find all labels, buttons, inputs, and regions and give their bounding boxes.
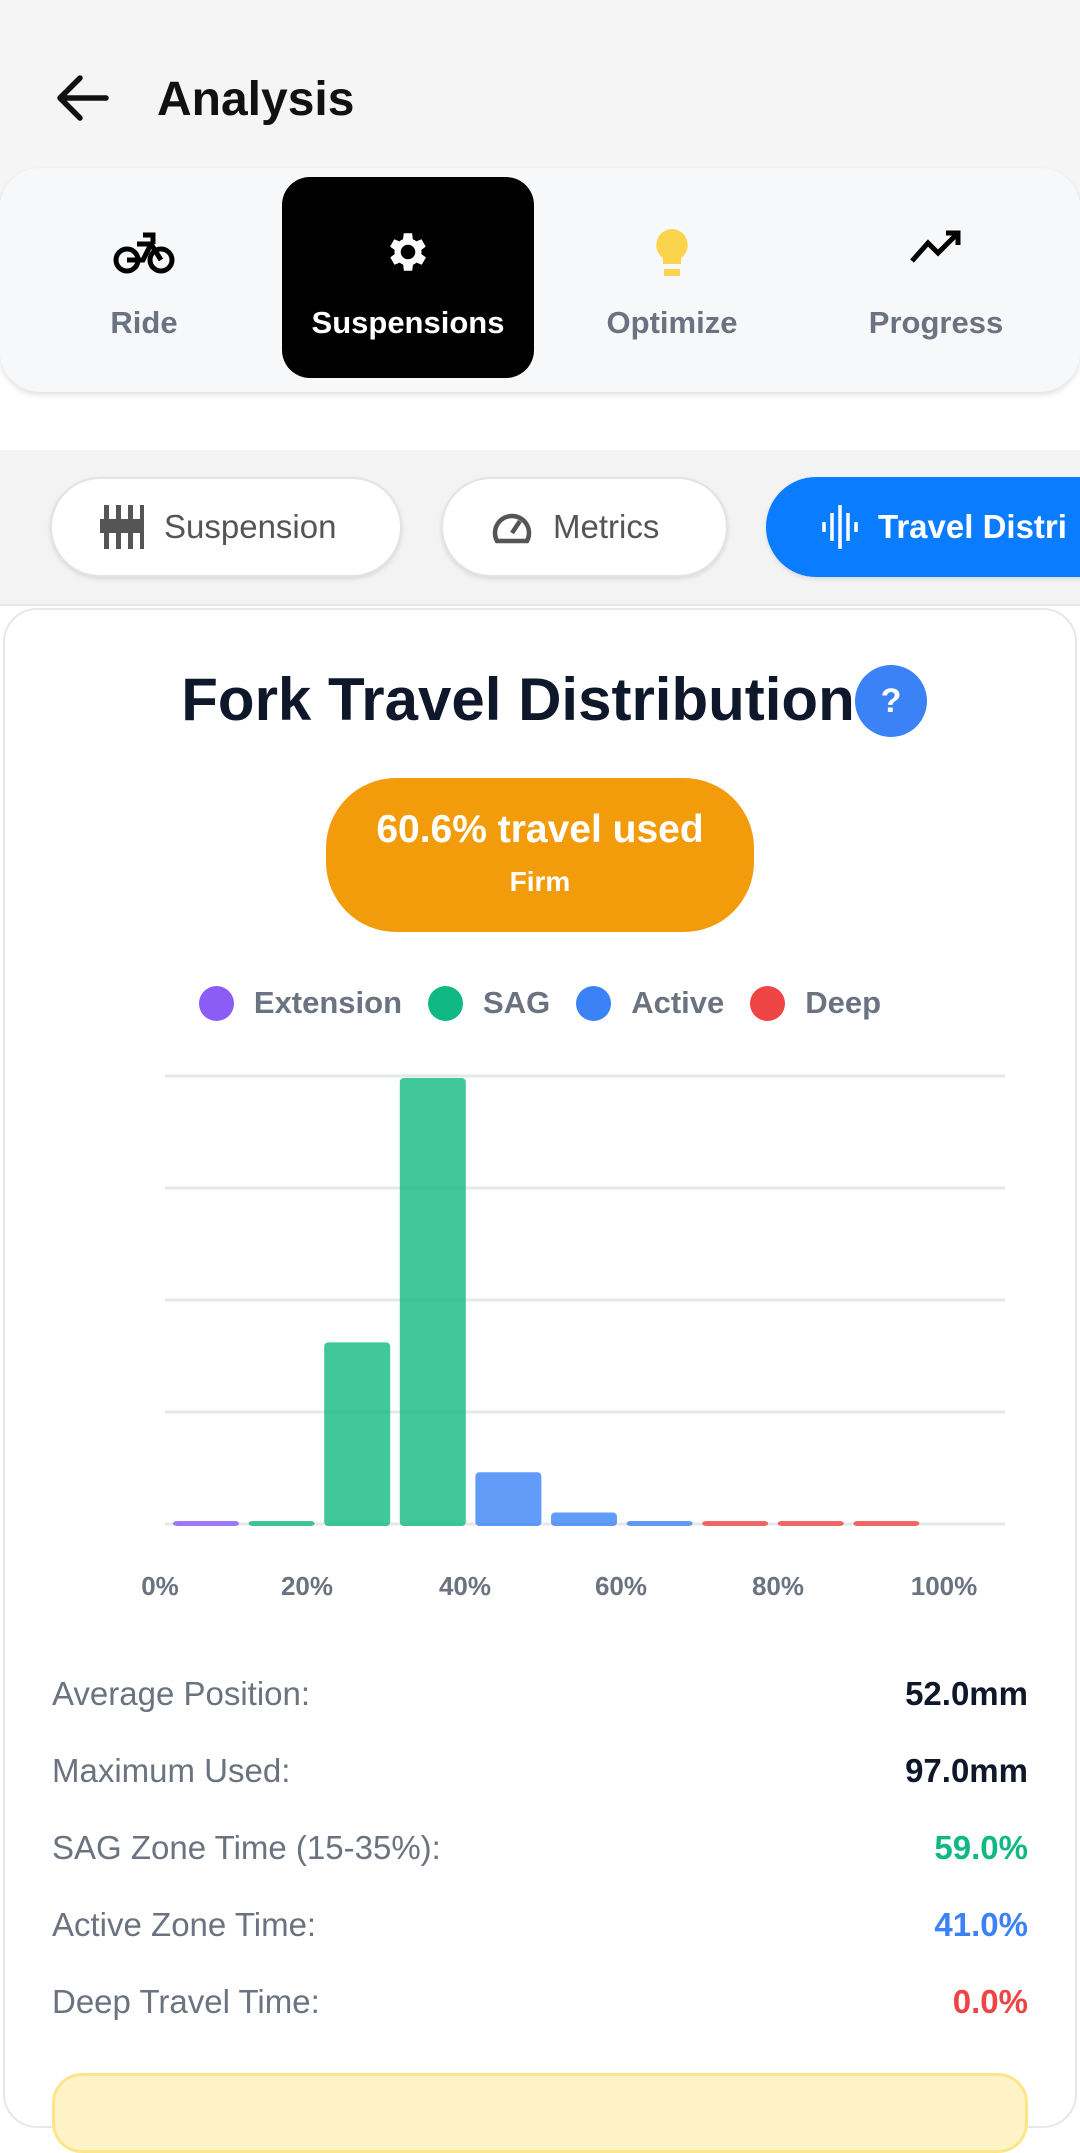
travel-rating: Firm — [509, 866, 571, 897]
subtab-suspension[interactable]: Suspension — [50, 477, 402, 577]
travel-used-badge: 60.6% travel used Firm — [326, 778, 754, 932]
lightbulb-icon — [656, 229, 688, 276]
bar-20-30% — [324, 1342, 391, 1526]
bar-30-40% — [399, 1078, 466, 1526]
gauge-icon — [492, 513, 532, 544]
x-tick-label: 40% — [439, 1571, 491, 1601]
travel-used-text: 60.6% travel used — [376, 808, 704, 851]
arrow-left-icon[interactable] — [52, 70, 112, 126]
stat-row: Active Zone Time: 41.0% — [52, 1905, 1028, 1943]
stat-row: SAG Zone Time (15-35%): 59.0% — [52, 1828, 1028, 1866]
travel-histogram: 0% 20% 40% 60% 80% 100% — [141, 1074, 1005, 1601]
gear-icon — [390, 233, 426, 271]
legend-active: Active — [576, 985, 724, 1021]
x-tick-label: 100% — [911, 1571, 978, 1601]
x-tick-label: 20% — [281, 1571, 333, 1601]
legend-deep: Deep — [750, 985, 881, 1021]
main-tab-bar: Ride Suspensions Optimize Progress — [0, 168, 1080, 392]
bar-50-60% — [551, 1512, 617, 1526]
app-header: Analysis — [0, 0, 1080, 200]
stat-row: Deep Travel Time: 0.0% — [52, 1982, 1028, 2020]
sliders-icon — [100, 505, 144, 549]
waveform-icon — [822, 505, 858, 549]
bar-80-90% — [777, 1521, 844, 1526]
bar-40-50% — [475, 1472, 542, 1526]
legend-sag: SAG — [428, 985, 550, 1021]
tab-ride[interactable]: Ride — [18, 177, 270, 378]
tab-progress[interactable]: Progress — [810, 177, 1062, 378]
tip-box — [52, 2073, 1028, 2153]
x-tick-label: 60% — [595, 1571, 647, 1601]
bar-60-70% — [626, 1521, 693, 1526]
subtab-metrics[interactable]: Metrics — [441, 477, 728, 577]
tab-suspensions[interactable]: Suspensions — [282, 177, 534, 378]
help-button[interactable]: ? — [855, 665, 927, 737]
x-tick-label: 0% — [141, 1571, 179, 1601]
stat-row: Maximum Used: 97.0mm — [52, 1751, 1028, 1789]
bicycle-icon — [113, 232, 175, 274]
stat-row: Average Position: 52.0mm — [52, 1674, 1028, 1712]
bar-10-20% — [248, 1521, 315, 1526]
bar-90-100% — [853, 1521, 920, 1526]
trending-up-icon — [910, 230, 961, 263]
tab-optimize[interactable]: Optimize — [546, 177, 798, 378]
bar-70-80% — [702, 1521, 769, 1526]
card-title: Fork Travel Distribution — [181, 666, 855, 733]
chart-legend: Extension SAG Active Deep — [0, 985, 1080, 1021]
stats-list: Average Position: 52.0mm Maximum Used: 97.… — [52, 1655, 1028, 2040]
subtab-travel-distribution[interactable]: Travel Distri — [766, 477, 1080, 577]
x-tick-label: 80% — [752, 1571, 804, 1601]
legend-extension: Extension — [198, 985, 402, 1021]
sub-tab-bar: Suspension Metrics Travel Distri — [0, 450, 1080, 606]
page-title: Analysis — [157, 73, 355, 126]
bar-0-10% — [173, 1521, 239, 1526]
